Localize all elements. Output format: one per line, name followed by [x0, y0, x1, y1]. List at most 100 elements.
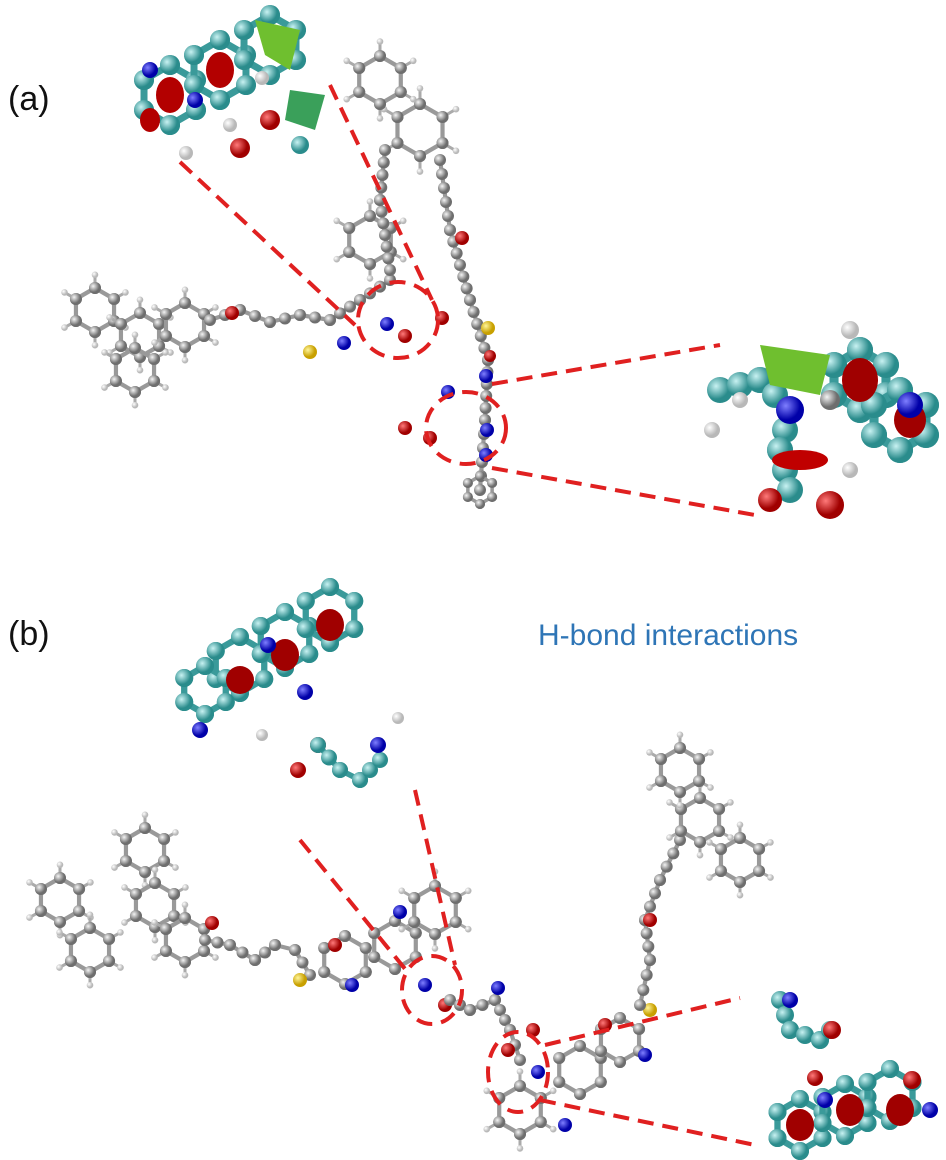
atom	[444, 224, 456, 236]
atom	[641, 927, 653, 939]
atom	[442, 210, 454, 222]
atom	[65, 955, 77, 967]
atom	[479, 369, 493, 383]
atom	[574, 1040, 586, 1052]
atom	[457, 271, 469, 283]
atom	[595, 1076, 607, 1088]
atom	[321, 750, 337, 766]
atom	[364, 210, 376, 222]
atom	[836, 1075, 854, 1093]
atom	[184, 45, 204, 65]
atom	[791, 1090, 809, 1108]
annotation: H-bond interactions	[538, 619, 798, 652]
atom	[182, 287, 189, 294]
atom	[641, 969, 653, 981]
atom	[129, 342, 141, 354]
atom	[151, 954, 158, 961]
atom	[343, 222, 355, 234]
atom	[318, 966, 330, 978]
atom	[179, 146, 193, 160]
atom	[483, 1088, 490, 1095]
atom	[142, 812, 149, 819]
atom	[84, 966, 96, 978]
atom	[614, 1056, 626, 1068]
atom	[117, 964, 124, 971]
atom	[674, 742, 686, 754]
atom	[158, 855, 170, 867]
atom	[816, 491, 844, 519]
atom	[162, 349, 169, 356]
atom	[89, 326, 101, 338]
atom	[666, 834, 673, 841]
atom	[553, 1052, 565, 1064]
atom	[111, 829, 118, 836]
isosurface	[886, 1094, 914, 1126]
atom	[655, 775, 667, 787]
atom	[434, 154, 446, 166]
atom	[198, 945, 210, 957]
atom	[491, 981, 505, 995]
atom	[438, 182, 450, 194]
atom	[453, 148, 460, 155]
atom	[374, 98, 386, 110]
atom	[715, 843, 727, 855]
atom	[160, 330, 172, 342]
atom	[842, 462, 858, 478]
atom	[353, 86, 365, 98]
atom	[517, 1145, 524, 1152]
atom	[151, 304, 158, 311]
atom	[160, 55, 180, 75]
atom	[398, 926, 405, 933]
atom	[360, 942, 372, 954]
bond	[640, 960, 650, 1005]
atom	[436, 168, 448, 180]
atom	[353, 62, 365, 74]
atom	[210, 90, 230, 110]
atom	[293, 973, 307, 987]
atom	[535, 1116, 547, 1128]
atom	[820, 390, 840, 410]
atom	[514, 1054, 526, 1066]
highlight-ellipse	[402, 956, 462, 1024]
atom	[129, 386, 141, 398]
atom	[187, 92, 203, 108]
atom	[231, 628, 249, 646]
atom	[110, 353, 122, 365]
atom	[398, 329, 412, 343]
atom	[378, 157, 390, 169]
atom	[35, 905, 47, 917]
atom	[408, 892, 420, 904]
atom	[179, 341, 191, 353]
atom	[417, 168, 424, 175]
atom	[87, 912, 94, 919]
atom	[674, 786, 686, 798]
atom	[264, 316, 276, 328]
atom	[207, 642, 225, 660]
atom	[384, 264, 396, 276]
atom	[252, 617, 270, 635]
atom	[753, 843, 765, 855]
atom	[484, 350, 496, 362]
atom	[480, 423, 494, 437]
atom	[758, 488, 782, 512]
atom	[501, 1043, 515, 1057]
atom	[198, 330, 210, 342]
atom	[410, 927, 422, 939]
atom	[881, 1060, 899, 1078]
atom	[303, 345, 317, 359]
atom	[289, 944, 301, 956]
connector	[180, 162, 355, 325]
atom	[297, 684, 313, 700]
atom	[737, 822, 744, 829]
connector	[492, 468, 755, 515]
atom	[377, 38, 384, 45]
atom	[903, 1071, 921, 1089]
atom	[732, 392, 748, 408]
atom	[333, 218, 340, 225]
atom	[380, 317, 394, 331]
atom	[153, 318, 165, 330]
atom	[117, 929, 124, 936]
atom	[182, 972, 189, 979]
atom	[372, 752, 388, 768]
atom	[367, 198, 374, 205]
